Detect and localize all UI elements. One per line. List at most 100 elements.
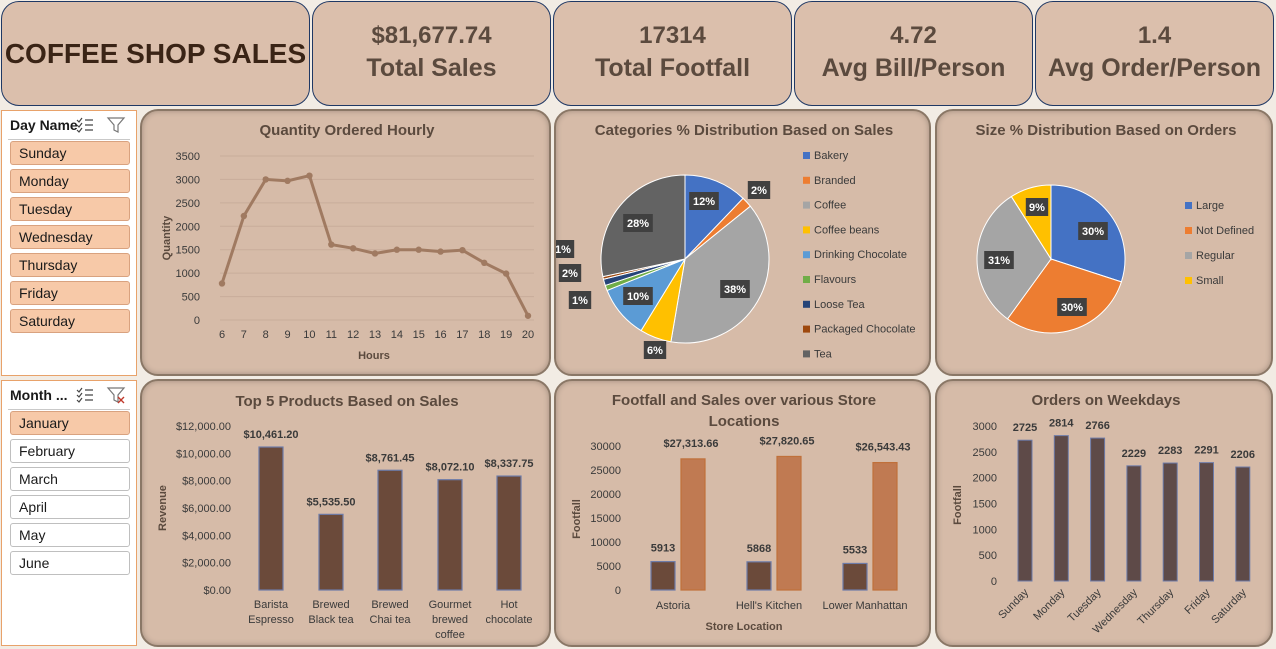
data-point <box>415 246 422 253</box>
x-tick-label: Monday <box>1031 586 1068 623</box>
y-tick-label: $12,000.00 <box>176 421 231 433</box>
chart-title: Size % Distribution Based on Orders <box>976 122 1237 139</box>
x-tick-label: Hell's Kitchen <box>736 600 802 612</box>
x-tick-label: 11 <box>326 329 337 341</box>
kpi-total-footfall: 17314 Total Footfall <box>553 1 792 106</box>
data-label: 2% <box>751 185 767 197</box>
month-slicer[interactable]: Month ... January February March April May Ju… <box>1 380 137 646</box>
y-tick-label: 2000 <box>973 473 997 485</box>
bar-footfall <box>650 561 676 591</box>
slicer-divider <box>8 409 130 410</box>
slicer-item-sunday[interactable]: Sunday <box>10 141 130 165</box>
bar <box>1053 435 1069 582</box>
data-label-box <box>1025 198 1049 216</box>
slicer-item-wednesday[interactable]: Wednesday <box>10 225 130 249</box>
y-tick-label: 500 <box>979 550 997 562</box>
legend-swatch <box>1185 202 1192 209</box>
top5-chart-panel: Top 5 Products Based on Sales $0.00 $2,000… <box>140 379 551 647</box>
data-label: 38% <box>724 284 746 296</box>
slicer-item-friday[interactable]: Friday <box>10 281 130 305</box>
slicer-item-may[interactable]: May <box>10 523 130 547</box>
slicer-item-january[interactable]: January <box>10 411 130 435</box>
legend-swatch <box>803 152 810 159</box>
data-label-box <box>1078 222 1108 240</box>
bar-footfall <box>746 561 772 591</box>
data-label: 5868 <box>747 543 771 555</box>
legend-swatch <box>803 176 810 184</box>
legend-swatch <box>803 226 810 234</box>
weekdays-chart-panel: Orders on Weekdays 0 500 1000 1500 2000 2500 30… <box>935 379 1273 647</box>
slicer-item-saturday[interactable]: Saturday <box>10 309 130 333</box>
slicer-item-tuesday[interactable]: Tuesday <box>10 197 130 221</box>
data-label-box <box>568 291 592 309</box>
y-tick-label: 2000 <box>176 221 200 233</box>
data-point <box>371 250 379 257</box>
bar <box>1235 466 1251 582</box>
data-label-box <box>623 214 653 232</box>
data-label: 2725 <box>1013 422 1037 434</box>
y-tick-label: 1000 <box>176 268 200 280</box>
hourly-chart-panel: Quantity Ordered Hourly 0 500 1000 1500 2000 2… <box>140 109 551 376</box>
bar <box>377 469 403 591</box>
slicer-item-april[interactable]: April <box>10 495 130 519</box>
x-tick-label: Gourmet <box>429 599 472 611</box>
legend-label: Packaged Chocolate <box>814 324 916 336</box>
clear-filter-icon[interactable] <box>106 117 126 133</box>
data-label: $8,337.75 <box>485 458 534 470</box>
x-tick-label: 15 <box>413 329 425 341</box>
hourly-line-chart: Quantity Ordered Hourly 0 500 1000 1500 2000 2… <box>161 122 534 362</box>
legend-label: Coffee beans <box>814 224 880 236</box>
bar-sales <box>872 461 898 591</box>
x-tick-label: Astoria <box>656 600 691 612</box>
dashboard-title: COFFEE SHOP SALES <box>4 38 307 69</box>
x-tick-label: 19 <box>500 329 512 341</box>
y-tick-label: 20000 <box>590 489 621 501</box>
pie-slice <box>976 195 1052 320</box>
slicer-item-monday[interactable]: Monday <box>10 169 130 193</box>
data-label: 31% <box>988 255 1010 267</box>
slicer-header: Day Name <box>10 117 78 133</box>
bar <box>1162 462 1178 582</box>
data-label-box <box>984 251 1014 269</box>
data-label-box <box>1057 298 1087 316</box>
multi-select-icon[interactable] <box>76 387 93 403</box>
legend-label: Large <box>1196 200 1224 212</box>
slicer-item-thursday[interactable]: Thursday <box>10 253 130 277</box>
slicer-divider <box>8 139 130 140</box>
legend-label: Tea <box>814 348 833 360</box>
x-tick-label: brewed <box>432 614 468 626</box>
x-tick-label: Hot <box>500 599 517 611</box>
x-tick-label: Brewed <box>312 599 349 611</box>
slicer-item-june[interactable]: June <box>10 551 130 575</box>
bar <box>258 446 284 591</box>
data-point <box>262 176 269 183</box>
legend-swatch <box>1185 227 1192 234</box>
kpi-value: $81,677.74 <box>371 22 492 49</box>
data-label: 2% <box>562 268 578 280</box>
legend-swatch <box>803 300 810 308</box>
legend-label: Not Defined <box>1196 225 1254 237</box>
x-tick-label: Espresso <box>248 614 294 626</box>
day-name-slicer[interactable]: Day Name Sunday Monday Tuesday Wednesday Thu… <box>1 110 137 376</box>
data-label: $26,543.43 <box>855 442 910 454</box>
data-point <box>240 212 248 220</box>
data-point <box>328 241 335 248</box>
multi-select-icon[interactable] <box>76 117 93 133</box>
clear-filter-icon[interactable] <box>106 387 126 404</box>
data-label: 10% <box>627 291 649 303</box>
data-label: 30% <box>1061 302 1083 314</box>
slicer-item-march[interactable]: March <box>10 467 130 491</box>
data-point <box>524 312 532 319</box>
sizes-chart-panel: Size % Distribution Based on Orders 30% 30… <box>935 109 1273 376</box>
slicer-item-february[interactable]: February <box>10 439 130 463</box>
y-tick-label: 15000 <box>590 513 621 525</box>
slicer-header: Month ... <box>10 387 68 403</box>
data-point <box>481 259 488 267</box>
data-point <box>349 245 357 252</box>
x-tick-label: 12 <box>347 329 359 341</box>
data-point <box>502 270 510 277</box>
y-tick-label: 1000 <box>973 524 997 536</box>
x-tick-label: 17 <box>456 329 468 341</box>
kpi-value: 4.72 <box>890 22 937 49</box>
